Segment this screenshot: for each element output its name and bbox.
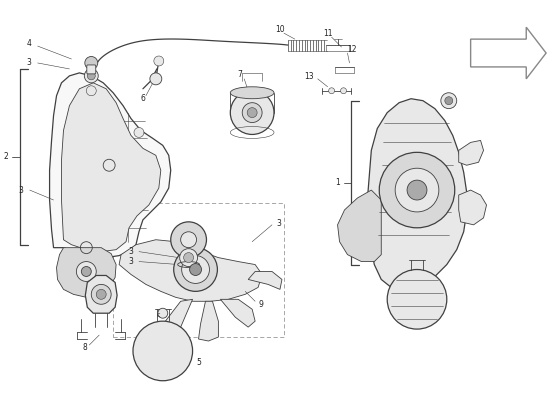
Circle shape (180, 232, 196, 248)
Polygon shape (367, 99, 466, 289)
Circle shape (158, 308, 168, 318)
Text: 4: 4 (27, 38, 32, 48)
Polygon shape (161, 299, 192, 339)
Text: 9: 9 (258, 300, 263, 309)
Circle shape (87, 72, 95, 80)
Circle shape (247, 108, 257, 118)
Polygon shape (199, 301, 218, 341)
Circle shape (96, 289, 106, 299)
Circle shape (387, 270, 447, 329)
Circle shape (103, 159, 115, 171)
Circle shape (134, 128, 144, 138)
Polygon shape (221, 299, 255, 327)
FancyBboxPatch shape (87, 65, 96, 74)
Text: 3: 3 (128, 257, 133, 266)
Circle shape (91, 284, 111, 304)
Text: 5: 5 (196, 358, 201, 367)
Polygon shape (50, 73, 170, 258)
Ellipse shape (230, 87, 274, 99)
Polygon shape (62, 83, 161, 252)
Circle shape (86, 86, 96, 96)
Circle shape (407, 180, 427, 200)
Circle shape (329, 88, 334, 94)
Circle shape (150, 73, 162, 85)
Circle shape (85, 56, 98, 70)
Circle shape (182, 256, 210, 284)
Text: 2: 2 (3, 152, 8, 161)
Circle shape (84, 69, 98, 83)
Circle shape (230, 91, 274, 134)
Text: 6: 6 (140, 94, 145, 103)
Circle shape (170, 222, 206, 258)
Text: 3: 3 (19, 186, 24, 194)
Text: C: C (157, 313, 161, 318)
Text: 1: 1 (335, 178, 340, 187)
Circle shape (395, 168, 439, 212)
Text: 3: 3 (27, 58, 32, 68)
Text: 3: 3 (276, 219, 281, 228)
Circle shape (340, 88, 346, 94)
Polygon shape (459, 190, 487, 225)
Circle shape (81, 266, 91, 276)
Polygon shape (459, 140, 483, 165)
Circle shape (174, 248, 217, 291)
Polygon shape (338, 190, 381, 262)
Circle shape (180, 249, 197, 266)
Text: 10: 10 (275, 25, 285, 34)
Text: 11: 11 (323, 29, 332, 38)
Polygon shape (57, 248, 116, 297)
Circle shape (190, 264, 201, 276)
Text: 3: 3 (128, 247, 133, 256)
Polygon shape (248, 272, 282, 289)
Text: 7: 7 (238, 70, 243, 79)
Circle shape (441, 93, 456, 109)
Circle shape (379, 152, 455, 228)
Bar (113, 203, 284, 337)
Text: 12: 12 (348, 44, 357, 54)
Circle shape (445, 97, 453, 105)
Polygon shape (119, 240, 262, 301)
Circle shape (184, 253, 194, 262)
Text: 13: 13 (304, 72, 314, 81)
Polygon shape (85, 276, 117, 313)
Circle shape (242, 103, 262, 122)
Circle shape (133, 321, 192, 381)
Text: 8: 8 (83, 344, 87, 352)
Circle shape (76, 262, 96, 282)
Circle shape (154, 56, 164, 66)
